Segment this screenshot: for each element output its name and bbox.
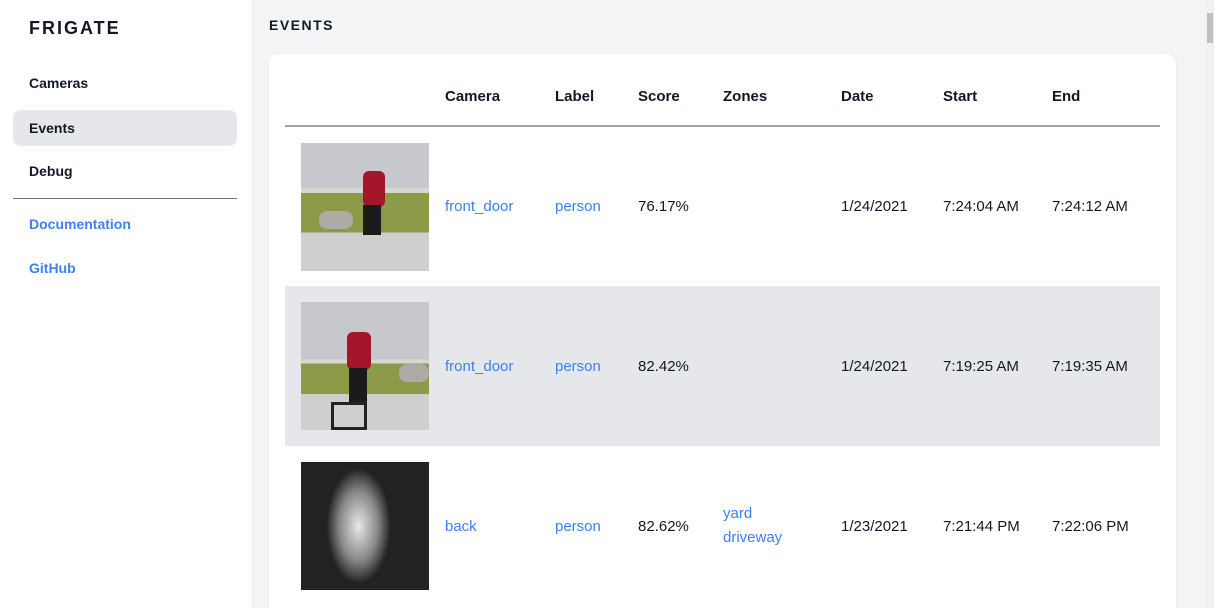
camera-link[interactable]: front_door: [445, 198, 514, 215]
camera-link[interactable]: front_door: [445, 357, 514, 375]
end-time: 7:22:06 PM: [1052, 517, 1129, 535]
event-thumbnail[interactable]: [301, 302, 429, 430]
column-header-score: Score: [638, 54, 723, 127]
events-table: Camera Label Score Zones Date Start End …: [285, 54, 1160, 606]
camera-link[interactable]: back: [445, 517, 477, 535]
link-documentation[interactable]: Documentation: [29, 216, 131, 232]
date: 1/24/2021: [841, 198, 908, 215]
label-link[interactable]: person: [555, 198, 601, 215]
main-content: EVENTS Camera Label Score Zones Date Sta…: [254, 0, 1206, 608]
column-header-zones: Zones: [723, 54, 841, 127]
sidebar: FRIGATE Cameras Events Debug Documentati…: [0, 0, 253, 608]
date: 1/23/2021: [841, 517, 908, 535]
zone-link[interactable]: yard: [723, 505, 753, 522]
table-row[interactable]: front_door person 82.42% 1/24/2021 7:19:…: [285, 286, 1160, 446]
score: 82.62%: [638, 517, 689, 535]
column-header-start: Start: [943, 54, 1052, 127]
link-github[interactable]: GitHub: [29, 260, 76, 276]
column-header-date: Date: [841, 54, 943, 127]
end-time: 7:24:12 AM: [1052, 198, 1128, 215]
sidebar-item-events[interactable]: Events: [13, 110, 237, 146]
sidebar-item-debug[interactable]: Debug: [29, 163, 73, 179]
label-link[interactable]: person: [555, 357, 601, 375]
table-row[interactable]: back person 82.62% yard driveway 1/23/202…: [285, 446, 1160, 606]
label-link[interactable]: person: [555, 517, 601, 535]
event-thumbnail[interactable]: [301, 142, 429, 271]
event-thumbnail[interactable]: [301, 462, 429, 590]
column-header-label: Label: [555, 54, 638, 127]
zone-link[interactable]: driveway: [723, 529, 783, 546]
date: 1/24/2021: [841, 286, 943, 446]
column-header-thumbnail: [285, 54, 445, 127]
sidebar-divider: [13, 198, 237, 199]
scrollbar[interactable]: [1206, 0, 1214, 608]
start-time: 7:19:25 AM: [943, 286, 1052, 446]
end-time: 7:19:35 AM: [1052, 286, 1160, 446]
column-header-camera: Camera: [445, 54, 555, 127]
score: 76.17%: [638, 198, 689, 215]
start-time: 7:21:44 PM: [943, 517, 1020, 535]
scrollbar-thumb[interactable]: [1207, 13, 1213, 43]
score: 82.42%: [638, 286, 723, 446]
app-logo[interactable]: FRIGATE: [29, 18, 121, 38]
table-row[interactable]: front_door person 76.17% 1/24/2021 7:24:…: [285, 126, 1160, 286]
events-card: Camera Label Score Zones Date Start End …: [269, 54, 1176, 608]
column-header-end: End: [1052, 54, 1160, 127]
sidebar-item-cameras[interactable]: Cameras: [29, 75, 89, 91]
start-time: 7:24:04 AM: [943, 198, 1019, 215]
page-title: EVENTS: [269, 17, 335, 33]
